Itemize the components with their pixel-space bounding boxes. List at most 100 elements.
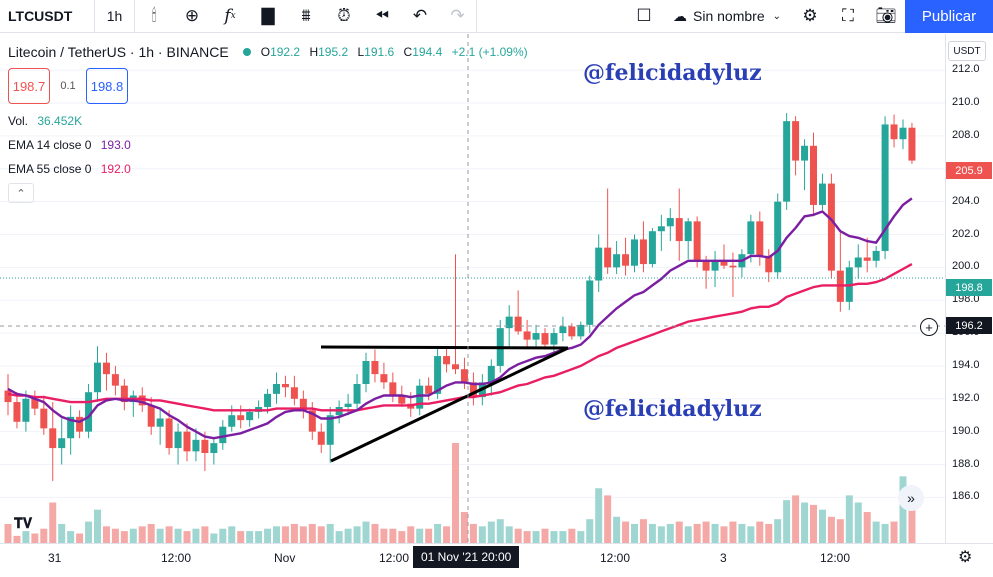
candle-body [22, 398, 30, 422]
volume-bar [783, 500, 791, 543]
volume-bar [22, 531, 30, 543]
expand-icon[interactable]: ⛶ [842, 6, 854, 25]
candle-body [380, 374, 388, 383]
price-tick-label: 212.0 [952, 63, 980, 76]
volume-bar [58, 523, 66, 543]
volume-bar [49, 502, 57, 543]
price-chart[interactable] [0, 0, 945, 543]
watermark-top: @felicidadyluz [583, 60, 762, 86]
candle-body [31, 398, 39, 409]
price-tick-label: 198.0 [952, 293, 980, 306]
resistance-trendline [320, 345, 569, 350]
volume-bar [532, 531, 540, 543]
candle-body [246, 411, 254, 421]
add-price-alert-icon[interactable]: + [920, 318, 938, 336]
undo-icon[interactable]: ↶ [412, 6, 428, 25]
price-tick-label: 208.0 [952, 128, 980, 141]
candle-body [4, 390, 12, 403]
bar-compare-icon[interactable]: ▇ [261, 6, 275, 25]
candle-body [595, 247, 603, 281]
candle-body [273, 384, 280, 394]
ema14-indicator-legend[interactable]: EMA 14 close 0 193.0 [8, 138, 131, 152]
candle-body [720, 260, 728, 266]
candle-body [94, 362, 101, 393]
candle-body [317, 431, 325, 445]
gear-settings-icon[interactable]: ⚙︎ [802, 6, 818, 25]
layout-name-button[interactable]: ☁︎ Sin nombre ⌄ [663, 0, 791, 33]
candle-body [389, 382, 397, 396]
candle-body [666, 218, 674, 227]
time-tick-label: 12:00 [820, 551, 851, 565]
plus-circle-icon[interactable]: ⊕ [184, 6, 200, 25]
volume-value: 36.452K [37, 114, 83, 128]
volume-bar [129, 528, 137, 543]
candle-body [523, 331, 531, 340]
volume-bar [281, 526, 289, 543]
sell-button[interactable]: 198.7 [8, 68, 50, 104]
volume-bar [487, 521, 495, 543]
candle-body [210, 443, 218, 453]
chart-settings-gear-icon[interactable]: ⚙︎ [958, 549, 973, 566]
candle-body [747, 221, 755, 255]
tradingview-logo[interactable]: 𝐓𝐕 [13, 514, 33, 531]
templates-icon[interactable]: ⩩ [301, 6, 311, 25]
candle-body [765, 255, 773, 273]
interval-button[interactable]: 1h [95, 0, 135, 33]
currency-label[interactable]: USDT [948, 41, 986, 61]
scroll-to-realtime-button[interactable]: » [898, 485, 924, 511]
volume-bar [353, 526, 361, 543]
volume-bar [255, 531, 263, 543]
crosshair-price-tag: 196.2 [946, 317, 992, 334]
candle-body [568, 326, 576, 337]
volume-bar [810, 504, 817, 543]
candle-body [443, 356, 451, 365]
volume-bar [362, 521, 370, 543]
camera-icon[interactable]: 📷︎ [875, 6, 897, 25]
candle-body [13, 402, 21, 422]
candle-body [460, 369, 468, 383]
candle-body [783, 121, 791, 202]
change-value: +2.1 (+1.09%) [451, 45, 528, 59]
candle-body [801, 145, 809, 161]
candle-body [487, 365, 495, 383]
volume-bar [201, 526, 209, 543]
volume-bar [31, 533, 39, 543]
candle-body [774, 201, 782, 273]
candle-body [792, 121, 800, 161]
volume-bar [648, 523, 656, 543]
publish-button[interactable]: Publicar [905, 0, 993, 33]
volume-bar [273, 526, 280, 543]
high-label: H [309, 45, 319, 59]
volume-bar [756, 521, 764, 543]
fullscreen-box-icon[interactable]: ☐ [636, 6, 652, 25]
candles-icon[interactable]: 🕯︎ [151, 6, 157, 25]
candle-body [353, 384, 361, 404]
volume-bar [774, 519, 782, 543]
candle-body [657, 226, 665, 232]
collapse-legend-button[interactable]: ⌃ [8, 183, 34, 203]
ema55-indicator-legend[interactable]: EMA 55 close 0 192.0 [8, 162, 131, 176]
time-tick-label: 12:00 [161, 551, 192, 565]
volume-bar [94, 509, 101, 543]
candle-body [147, 405, 155, 427]
volume-bar [335, 531, 343, 543]
time-tick-label: Nov [274, 551, 296, 565]
candle-body [290, 387, 298, 399]
redo-icon[interactable]: ↷ [439, 0, 477, 33]
replay-icon[interactable]: ⏪︎ [375, 6, 389, 25]
volume-bar [675, 521, 683, 543]
candle-body [514, 316, 522, 332]
candle-body [165, 418, 173, 449]
buy-button[interactable]: 198.8 [86, 68, 128, 104]
alert-icon[interactable]: ⏰︎ [337, 6, 351, 25]
ema55-value: 192.0 [100, 162, 131, 176]
symbol-search-button[interactable]: LTCUSDT [0, 0, 95, 33]
volume-indicator-legend[interactable]: Vol. 36.452K [8, 114, 82, 128]
volume-bar [604, 495, 612, 543]
candle-body [550, 333, 558, 345]
candle-body [49, 428, 57, 449]
volume-bar [666, 523, 674, 543]
volume-bar [434, 523, 442, 543]
volume-bar [595, 488, 603, 543]
